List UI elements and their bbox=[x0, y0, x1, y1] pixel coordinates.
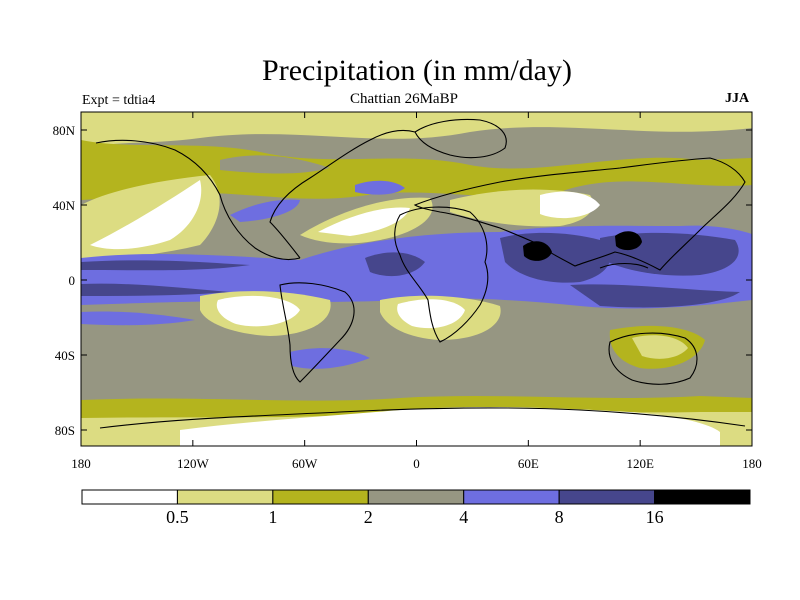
colorbar-label: 8 bbox=[555, 507, 564, 527]
x-tick-label: 60W bbox=[292, 456, 318, 471]
x-axis: 180 120W 60W 0 60E 120E 180 bbox=[71, 112, 762, 471]
north-atlantic-grey bbox=[220, 155, 330, 174]
y-tick-label: 40N bbox=[53, 198, 76, 213]
colorbar-label: 2 bbox=[364, 507, 373, 527]
antarctic-dry-core bbox=[180, 406, 720, 446]
south-america-coast bbox=[279, 282, 355, 383]
y-tick-label: 40S bbox=[55, 348, 75, 363]
colorbar-segment bbox=[272, 489, 369, 505]
y-tick-label: 80N bbox=[53, 123, 76, 138]
y-tick-label: 0 bbox=[69, 273, 76, 288]
australia-coast bbox=[608, 332, 698, 385]
maritime-continent-coast bbox=[599, 262, 649, 269]
colorbar-label: 16 bbox=[646, 507, 664, 527]
colorbar-segment bbox=[558, 489, 656, 505]
natl-arid-core bbox=[318, 207, 410, 236]
greenland-coast bbox=[414, 119, 507, 159]
y-axis: 80N 40N 0 40S 80S bbox=[53, 123, 752, 438]
colorbar-segment bbox=[176, 489, 274, 505]
experiment-label: Expt = tdtia4 bbox=[82, 93, 156, 108]
north-america-east-coast bbox=[269, 129, 416, 259]
south-pacific-blue bbox=[81, 311, 195, 326]
precipitation-field bbox=[81, 112, 752, 446]
map-title: Precipitation (in mm/day) bbox=[262, 54, 572, 87]
north-america-west-coast bbox=[95, 139, 301, 261]
y-tick-label: 80S bbox=[55, 423, 75, 438]
south-indian-band bbox=[570, 284, 740, 308]
central-asia-arid-core bbox=[540, 191, 600, 219]
antarctica-coast bbox=[99, 407, 746, 429]
australia-inner bbox=[632, 335, 688, 359]
colorbar-segment bbox=[463, 489, 560, 505]
sep-arid-core bbox=[216, 295, 300, 327]
colorbar-segment bbox=[367, 489, 465, 505]
natl-storm-patch bbox=[355, 180, 405, 195]
season-label: JJA bbox=[725, 91, 750, 106]
pacific-itcz-core bbox=[81, 260, 250, 271]
npac-storm-patch bbox=[230, 199, 300, 222]
x-tick-label: 60E bbox=[518, 456, 539, 471]
x-tick-label: 120E bbox=[626, 456, 654, 471]
africa-coast bbox=[394, 206, 489, 343]
x-tick-label: 180 bbox=[742, 456, 762, 471]
sat-arid-core bbox=[397, 299, 465, 329]
coastlines bbox=[95, 119, 746, 429]
colorbar-segment bbox=[81, 489, 178, 505]
npac-arid-core bbox=[90, 180, 202, 250]
x-tick-label: 180 bbox=[71, 456, 91, 471]
south-atlantic-blue bbox=[290, 348, 370, 369]
atlantic-convection bbox=[365, 252, 425, 277]
colorbar: 0.5 1 2 4 8 16 bbox=[81, 489, 751, 527]
peak-rainfall-sea bbox=[615, 231, 642, 251]
x-tick-label: 0 bbox=[413, 456, 420, 471]
peak-rainfall-india bbox=[523, 241, 552, 261]
north-midlat-band bbox=[81, 140, 752, 200]
south-pacific-band bbox=[81, 283, 230, 296]
colorbar-label: 4 bbox=[459, 507, 468, 527]
colorbar-label: 0.5 bbox=[166, 507, 189, 527]
colorbar-segment bbox=[654, 489, 751, 505]
period-label: Chattian 26MaBP bbox=[350, 91, 458, 107]
colorbar-label: 1 bbox=[268, 507, 277, 527]
x-tick-label: 120W bbox=[177, 456, 210, 471]
eurasia-coast bbox=[413, 157, 746, 271]
